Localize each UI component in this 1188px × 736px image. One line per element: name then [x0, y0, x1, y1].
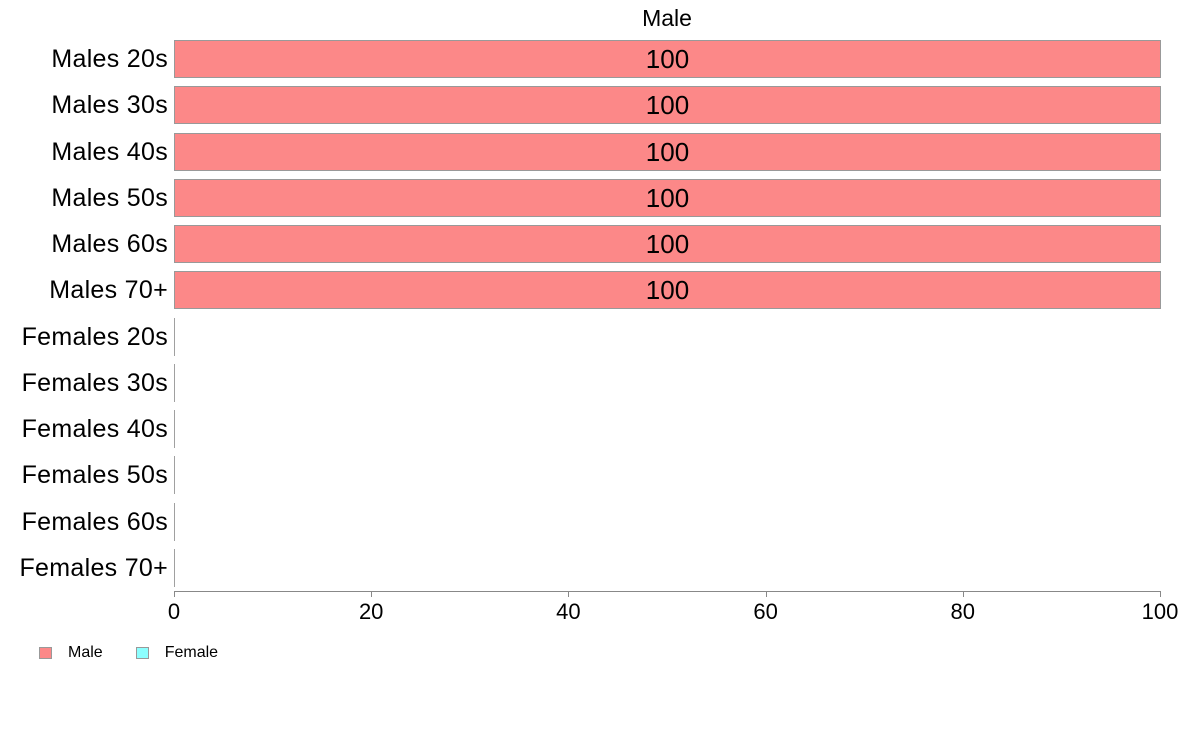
bar: 100 — [174, 86, 1161, 125]
x-axis-tick-label: 40 — [556, 599, 581, 624]
x-axis-tick — [962, 592, 964, 597]
x-axis-tick — [174, 592, 175, 597]
x-axis-line — [174, 591, 1161, 592]
category-label: Males 60s — [51, 230, 168, 258]
x-axis-tick-label: 100 — [1141, 599, 1179, 624]
category-label: Males 70+ — [49, 276, 168, 305]
category-label: Males 40s — [51, 137, 168, 166]
x-axis-tick-label: 80 — [950, 599, 976, 624]
bar-value-label: 100 — [645, 136, 690, 167]
bar: 100 — [174, 40, 1161, 79]
legend: Male Female — [39, 644, 218, 662]
bar-zero — [174, 410, 175, 449]
x-axis-tick-label: 20 — [358, 599, 384, 624]
category-label: Females 30s — [21, 368, 168, 397]
category-label: Females 60s — [21, 507, 168, 536]
bar-zero — [174, 548, 175, 587]
category-label: Females 70+ — [19, 553, 168, 582]
male-swatch-icon — [39, 647, 52, 659]
bar: 100 — [174, 271, 1161, 310]
bar-value-label: 100 — [645, 90, 690, 121]
bar-zero — [174, 363, 175, 402]
category-label: Males 20s — [51, 45, 168, 73]
bar-value-label: 100 — [645, 275, 690, 306]
category-label: Females 20s — [21, 322, 168, 351]
bar-value-label: 100 — [645, 182, 690, 213]
category-label: Females 40s — [21, 415, 168, 443]
female-swatch-icon — [135, 647, 149, 659]
legend-label-male: Male — [68, 644, 103, 661]
bar: 100 — [174, 132, 1161, 171]
bar: 100 — [174, 225, 1161, 264]
x-axis-tick — [568, 592, 570, 597]
bar: 100 — [174, 178, 1161, 217]
bar-zero — [174, 456, 175, 495]
x-axis-tick — [371, 592, 373, 597]
x-axis-tick-label: 60 — [753, 599, 778, 624]
bar-zero — [174, 502, 175, 541]
chart-title: Male — [642, 5, 692, 31]
bar-value-label: 100 — [645, 44, 690, 75]
category-label: Males 30s — [51, 91, 168, 120]
category-label: Females 50s — [21, 461, 168, 490]
x-axis-tick-label: 0 — [167, 599, 181, 624]
bar-value-label: 100 — [645, 229, 690, 260]
bar-zero — [174, 317, 175, 356]
x-axis-tick — [765, 592, 767, 597]
legend-label-female: Female — [164, 644, 219, 661]
legend-entry-male: Male — [39, 644, 103, 662]
x-axis-tick — [1160, 592, 1161, 597]
legend-entry-female: Female — [135, 644, 219, 662]
category-label: Males 50s — [51, 183, 168, 212]
